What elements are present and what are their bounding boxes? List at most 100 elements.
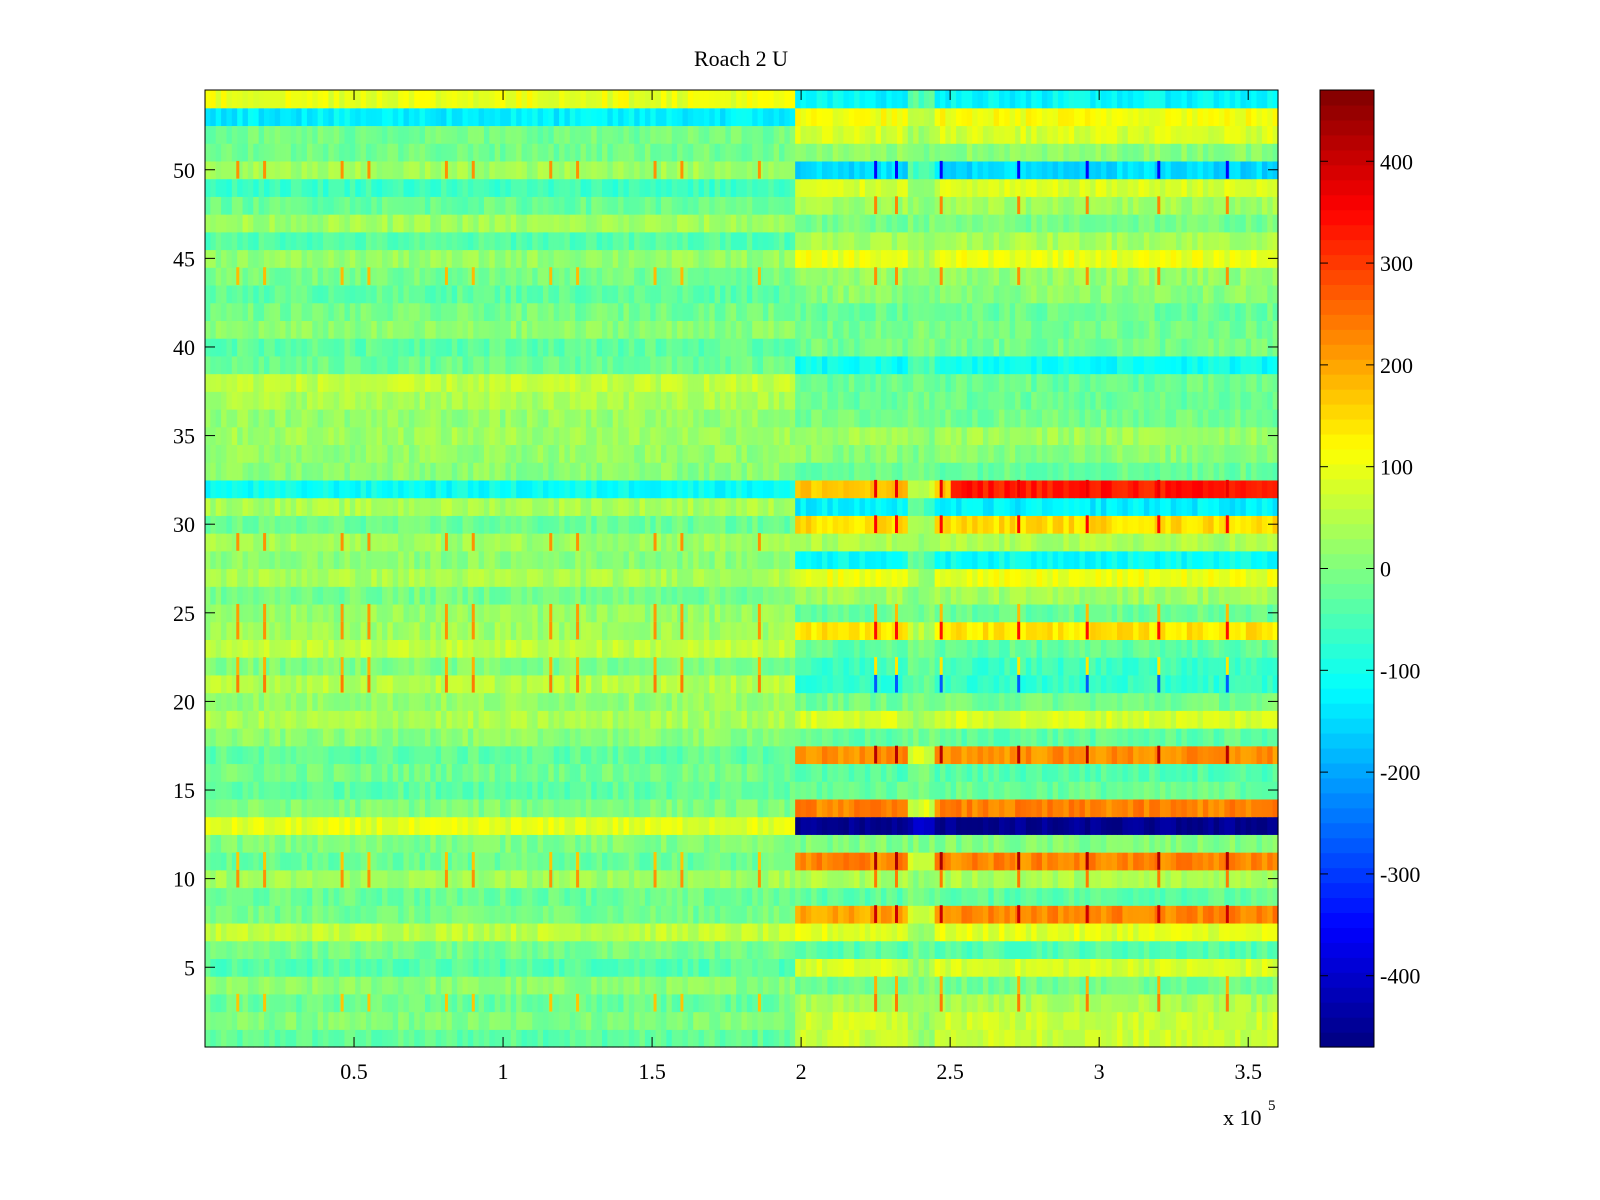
heatmap-cell [371,993,378,1013]
heatmap-cell [349,728,356,747]
heatmap-cell [1261,887,1268,906]
heatmap-cell [516,976,523,995]
heatmap-cell [1095,940,1102,959]
heatmap-cell [752,958,759,977]
heatmap-cell [210,674,217,694]
heatmap-cell [489,852,496,871]
heatmap-cell [1084,834,1091,853]
heatmap-cell [897,993,904,1013]
heatmap-cell [280,781,287,800]
heatmap-cell [870,798,877,818]
heatmap-cell [607,940,614,959]
heatmap-cell [339,728,346,747]
heatmap-cell [387,834,394,853]
heatmap-cell [221,976,228,995]
heatmap-cell [280,728,287,747]
heatmap-cell [553,728,560,747]
heatmap-cell [226,869,233,889]
heatmap-cell [848,621,855,640]
heatmap-cell [1090,639,1097,658]
heatmap-cell [602,905,608,924]
heatmap-cell [1218,763,1225,782]
heatmap-cell [891,745,898,765]
heatmap-cell [703,710,710,729]
heatmap-cell [1202,958,1209,977]
heatmap-cell [993,869,1000,889]
heatmap-cell [821,728,828,747]
heatmap-cell [623,1029,630,1048]
heatmap-cell [483,834,490,853]
heatmap-cell [1218,781,1225,800]
heatmap-cell [500,603,507,623]
heatmap-cell [349,976,356,995]
heatmap-cell [489,763,496,782]
heatmap-cell [693,993,700,1013]
heatmap-cell [768,1011,775,1030]
heatmap-cell [473,603,480,623]
heatmap-cell [779,852,786,871]
heatmap-cell [264,976,270,995]
heatmap-cell [1127,621,1134,640]
heatmap-cell [414,710,421,729]
heatmap-cell [677,657,684,676]
heatmap-cell [821,976,828,995]
heatmap-cell [569,798,576,818]
heatmap-cell [698,692,705,711]
heatmap-cell [720,834,726,853]
heatmap-cell [923,798,930,818]
heatmap-cell [730,905,737,924]
heatmap-cell [1020,639,1027,658]
heatmap-cell [693,781,700,800]
heatmap-cell [285,763,292,782]
heatmap-cell [446,1011,453,1030]
heatmap-cell [1267,976,1274,995]
heatmap-cell [301,976,308,995]
heatmap-cell [312,816,319,835]
heatmap-cell [280,798,287,818]
heatmap-cell [1122,603,1129,623]
heatmap-cell [773,922,780,942]
heatmap-cell [1202,728,1209,747]
heatmap-cell [843,674,850,694]
heatmap-cell [655,621,662,640]
heatmap-cell [457,940,464,959]
heatmap-cell [1004,834,1011,853]
heatmap-cell [966,603,973,623]
heatmap-cell [1181,621,1188,640]
heatmap-cell [360,869,367,889]
heatmap-cell [1111,745,1118,765]
heatmap-cell [371,621,378,640]
heatmap-cell [205,905,211,924]
heatmap-cell [634,710,641,729]
heatmap-cell [1186,976,1193,995]
heatmap-cell [269,728,276,747]
heatmap-cell [580,621,587,640]
heatmap-cell [779,993,786,1013]
heatmap-cell [1251,745,1258,765]
heatmap-cell [789,657,796,676]
heatmap-cell [730,1029,737,1048]
heatmap-cell [441,657,448,676]
heatmap-cell [1272,745,1279,765]
heatmap-cell [671,639,678,658]
heatmap-cell [1090,728,1097,747]
heatmap-cell [505,781,512,800]
heatmap-cell [875,603,882,623]
heatmap-cell [602,852,608,871]
heatmap-cell [972,745,979,765]
heatmap-cell [290,657,297,676]
heatmap-cell [1036,905,1043,924]
heatmap-cell [966,1011,973,1030]
heatmap-cell [215,887,222,906]
heatmap-cell [1074,603,1081,623]
heatmap-cell [655,816,662,835]
heatmap-cell [875,940,882,959]
heatmap-cell [306,657,313,676]
heatmap-cell [398,763,405,782]
heatmap-cell [526,940,533,959]
heatmap-cell [1100,993,1107,1013]
heatmap-cell [897,922,904,942]
heatmap-cell [387,674,394,694]
heatmap-cell [666,692,673,711]
heatmap-cell [537,834,544,853]
